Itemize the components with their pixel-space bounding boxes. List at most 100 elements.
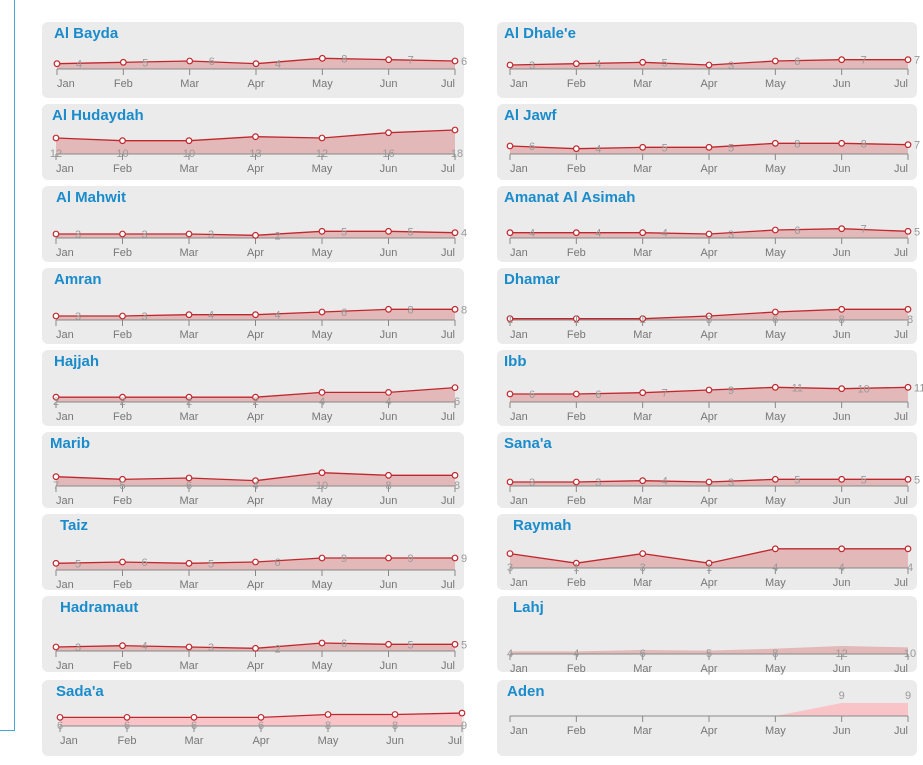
data-label: 4 bbox=[275, 59, 281, 71]
x-tick-label: Feb bbox=[567, 725, 586, 737]
data-label: 5 bbox=[728, 142, 734, 154]
x-tick-label: May bbox=[318, 735, 339, 747]
x-tick-label: Jul bbox=[894, 663, 908, 675]
data-label: 4 bbox=[252, 480, 258, 492]
data-point bbox=[904, 227, 912, 235]
x-tick-label: Jan bbox=[60, 735, 78, 747]
data-label: 4 bbox=[76, 59, 82, 71]
chart-panel-taiz: Taiz Jan Feb Mar Apr May Jun Jul 5 6 5 6 9 9 9 bbox=[42, 514, 467, 591]
x-tick-label: Jul bbox=[894, 725, 908, 737]
x-tick-label: Feb bbox=[113, 329, 132, 341]
data-point bbox=[185, 230, 193, 238]
data-label: 5 bbox=[794, 474, 800, 486]
data-point bbox=[705, 230, 713, 238]
data-point bbox=[771, 139, 779, 147]
chart-panel-lahj: Lahj Jan Feb Mar Apr May Jun Jul 4 4 6 5 8 12 10 bbox=[497, 596, 917, 675]
x-tick-label: Mar bbox=[180, 163, 199, 175]
data-label: 9 bbox=[407, 553, 413, 565]
x-tick-label: Apr bbox=[700, 725, 717, 737]
x-tick-label: Feb bbox=[113, 660, 132, 672]
data-label: 5 bbox=[142, 57, 148, 69]
data-point bbox=[119, 393, 126, 401]
x-tick-label: Jan bbox=[510, 411, 528, 423]
data-point bbox=[451, 554, 459, 562]
data-label: 5 bbox=[341, 226, 347, 238]
data-point bbox=[185, 137, 193, 145]
x-tick-label: Feb bbox=[567, 411, 586, 423]
data-point bbox=[385, 554, 392, 562]
data-label: 11 bbox=[914, 382, 923, 394]
x-tick-label: Jul bbox=[441, 247, 455, 259]
data-point bbox=[771, 545, 779, 553]
data-point bbox=[324, 711, 332, 718]
data-point bbox=[506, 229, 514, 237]
x-tick-label: May bbox=[765, 78, 786, 90]
data-label: 4 bbox=[319, 396, 325, 408]
data-point bbox=[56, 713, 64, 721]
data-label: 6 bbox=[57, 720, 63, 732]
data-label: 6 bbox=[258, 720, 264, 732]
chart-title: Amran bbox=[54, 271, 102, 288]
x-tick-label: Apr bbox=[700, 163, 717, 175]
data-label: 5 bbox=[914, 226, 920, 238]
data-label: 8 bbox=[839, 314, 845, 326]
data-label: 4 bbox=[907, 562, 913, 574]
x-tick-label: Jul bbox=[894, 411, 908, 423]
data-point bbox=[318, 227, 326, 235]
data-label: 10 bbox=[904, 648, 916, 660]
data-label: 4 bbox=[208, 310, 214, 322]
x-tick-label: Feb bbox=[567, 247, 586, 259]
chart-svg-al-dhale-e: Jan Feb Mar Apr May Jun Jul 3 4 5 3 6 7 7 bbox=[506, 55, 920, 90]
data-label: 7 bbox=[662, 388, 668, 400]
x-tick-label: Mar bbox=[180, 579, 199, 591]
area-fill bbox=[510, 646, 908, 654]
data-point bbox=[119, 137, 126, 145]
chart-svg-hadramaut: Jan Feb Mar Apr May Jun Jul 3 4 3 2 6 5 5 bbox=[52, 638, 467, 672]
data-point bbox=[385, 305, 392, 313]
x-tick-label: Feb bbox=[567, 577, 586, 589]
data-point bbox=[904, 383, 912, 391]
x-tick-label: Mar bbox=[633, 78, 652, 90]
data-point bbox=[257, 713, 265, 721]
data-point bbox=[904, 56, 912, 64]
x-tick-label: Mar bbox=[633, 725, 652, 737]
x-tick-label: Jan bbox=[56, 247, 74, 259]
chart-title: Al Bayda bbox=[54, 25, 119, 42]
x-tick-label: Jan bbox=[56, 495, 74, 507]
data-point bbox=[318, 134, 326, 142]
data-point bbox=[252, 558, 259, 566]
data-label: 8 bbox=[385, 480, 391, 492]
x-tick-label: Jun bbox=[380, 163, 398, 175]
data-point bbox=[705, 478, 713, 486]
x-tick-label: Mar bbox=[180, 495, 199, 507]
x-tick-label: Jan bbox=[510, 725, 528, 737]
data-label: 3 bbox=[728, 60, 734, 72]
x-tick-label: Apr bbox=[700, 247, 717, 259]
data-label: 3 bbox=[595, 477, 601, 489]
data-point bbox=[639, 477, 647, 485]
x-tick-label: Apr bbox=[252, 735, 269, 747]
data-point bbox=[451, 384, 459, 391]
data-label: 7 bbox=[408, 55, 414, 67]
x-tick-label: May bbox=[312, 579, 333, 591]
data-point bbox=[119, 475, 126, 483]
data-label: 3 bbox=[728, 229, 734, 241]
data-label: 3 bbox=[640, 562, 646, 574]
chart-title: Marib bbox=[50, 435, 91, 452]
x-tick-label: Apr bbox=[247, 163, 264, 175]
x-tick-label: Feb bbox=[567, 329, 586, 341]
x-tick-label: Mar bbox=[180, 411, 199, 423]
area-fill bbox=[510, 387, 908, 402]
data-point bbox=[385, 471, 392, 479]
data-point bbox=[385, 227, 392, 235]
data-point bbox=[904, 545, 912, 553]
area-fill bbox=[56, 130, 455, 154]
x-tick-label: Apr bbox=[247, 78, 264, 90]
data-point bbox=[252, 393, 259, 401]
chart-title: Aden bbox=[507, 683, 545, 700]
data-label: 8 bbox=[861, 138, 867, 150]
area-fill bbox=[510, 228, 908, 238]
chart-panel-al-hudaydah: Al Hudaydah Jan Feb Mar Apr May Jun Jul 12 10 10 13… bbox=[42, 104, 464, 180]
data-point bbox=[52, 393, 60, 401]
